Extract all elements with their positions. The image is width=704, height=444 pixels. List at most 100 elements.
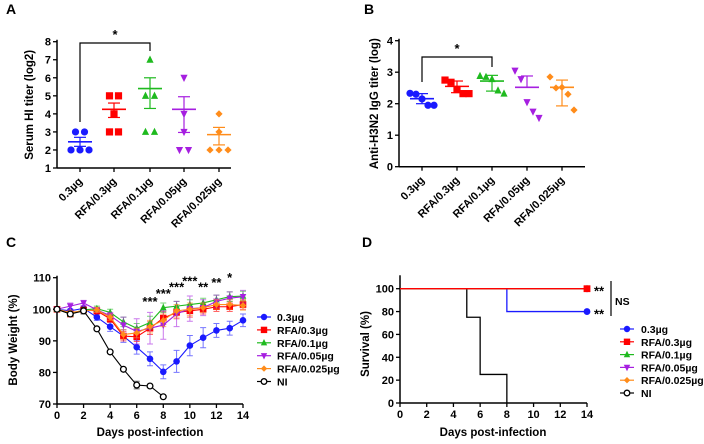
data-point <box>66 303 74 311</box>
y-tick-label: 40 <box>382 352 394 364</box>
legend-marker <box>260 313 268 321</box>
data-point <box>146 55 154 63</box>
x-tick-label: 0.3µg <box>399 174 428 203</box>
x-tick-label: 0 <box>54 410 60 422</box>
data-point <box>570 106 578 114</box>
significance-label: *** <box>142 294 158 309</box>
data-point <box>412 90 420 98</box>
legend-label: RFA/0.3µg <box>641 337 692 349</box>
data-point <box>71 128 80 136</box>
legend-label: RFA/0.05µg <box>277 351 334 363</box>
end-marker <box>583 308 591 315</box>
data-point <box>546 73 554 81</box>
data-point <box>482 72 490 80</box>
y-tick-label: 1 <box>387 130 393 142</box>
legend-label: NI <box>277 377 288 389</box>
y-tick-label: 90 <box>39 336 51 348</box>
y-tick-label: 1 <box>45 163 51 175</box>
significance-bracket <box>421 56 493 82</box>
y-tick-label: 100 <box>376 284 394 296</box>
data-point <box>459 90 467 98</box>
significance-label: *** <box>169 280 185 295</box>
data-point <box>133 329 141 337</box>
survival-curve-NI <box>400 288 508 403</box>
data-point <box>239 302 247 309</box>
significance-label: * <box>112 27 118 42</box>
legend-label: RFA/0.05µg <box>641 362 698 374</box>
data-point <box>120 322 127 329</box>
y-axis-title: Serum HI titer (log2) <box>24 50 36 160</box>
x-tick-label: 0.3µg <box>57 176 86 205</box>
y-tick-label: 4 <box>387 36 394 48</box>
data-point <box>184 146 193 155</box>
data-point <box>67 146 75 154</box>
data-point <box>80 307 88 315</box>
y-tick-label: 60 <box>382 329 394 341</box>
x-tick-label: 12 <box>210 410 222 422</box>
data-point <box>535 114 543 123</box>
legend-label: RFA/0.025µg <box>641 375 704 387</box>
data-point <box>150 91 159 99</box>
survival-curve-0.3µg <box>400 288 587 313</box>
legend-marker <box>260 339 268 346</box>
y-axis-title: Survival (%) <box>360 311 372 377</box>
data-point <box>146 382 154 390</box>
data-point <box>441 76 449 84</box>
data-point <box>186 342 194 349</box>
legend-marker <box>623 325 631 333</box>
data-point <box>93 325 101 333</box>
legend-label: RFA/0.025µg <box>277 364 340 376</box>
x-tick-label: 8 <box>160 410 166 422</box>
y-tick-label: 70 <box>39 399 51 411</box>
x-tick-label: 6 <box>134 410 140 422</box>
significance-label: * <box>454 41 460 56</box>
data-point <box>120 331 127 338</box>
data-point <box>175 146 184 155</box>
legend-label: NI <box>641 388 652 400</box>
y-tick-label: 110 <box>33 273 51 285</box>
y-tick-label: 7 <box>45 55 51 67</box>
x-tick-label: 14 <box>581 409 594 421</box>
data-point <box>173 358 180 365</box>
x-axis-title: Days post-infection <box>97 427 204 439</box>
data-point <box>511 67 519 75</box>
data-point <box>80 300 87 307</box>
data-point <box>159 368 167 376</box>
data-point <box>213 301 220 308</box>
x-tick-label: 10 <box>527 409 539 421</box>
y-tick-label: 0 <box>387 162 393 174</box>
significance-label: ** <box>594 284 605 299</box>
legend-marker <box>623 350 631 358</box>
data-point <box>146 323 154 330</box>
x-tick-label: 8 <box>504 409 510 421</box>
y-tick-label: 3 <box>45 127 51 139</box>
legend-label: RFA/0.3µg <box>277 325 328 337</box>
data-point <box>226 301 234 308</box>
data-point <box>114 92 123 100</box>
y-tick-label: 0 <box>388 398 394 410</box>
panel-label: B <box>364 1 374 17</box>
x-tick-label: 2 <box>424 409 430 421</box>
x-tick-label: 10 <box>184 410 196 422</box>
x-tick-label: 4 <box>450 409 457 421</box>
data-point <box>133 381 141 389</box>
y-tick-label: 8 <box>45 37 51 49</box>
significance-label: *** <box>156 286 172 301</box>
y-tick-label: 2 <box>387 99 393 111</box>
legend-marker <box>260 326 268 334</box>
data-point <box>141 127 150 135</box>
data-point <box>199 304 207 311</box>
y-tick-label: 4 <box>45 109 52 121</box>
data-point <box>119 365 127 373</box>
data-point <box>85 146 93 154</box>
data-point <box>215 146 223 154</box>
data-point <box>430 101 438 109</box>
panel-label: D <box>362 234 372 250</box>
data-point <box>114 128 123 136</box>
data-point <box>180 74 188 82</box>
data-point <box>66 310 74 318</box>
data-point <box>476 71 484 79</box>
x-tick-label: 4 <box>107 410 114 422</box>
data-point <box>447 78 455 86</box>
data-point <box>224 146 232 154</box>
